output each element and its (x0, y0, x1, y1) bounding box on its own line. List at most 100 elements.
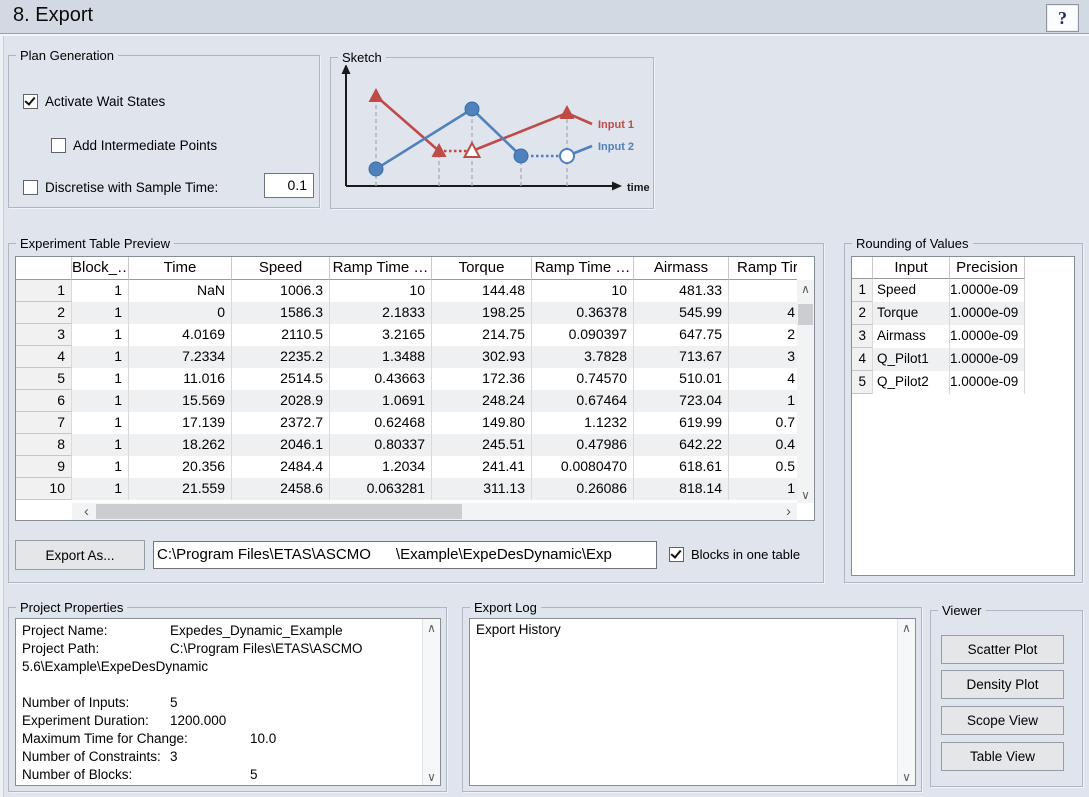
table-cell[interactable]: 723.04 (634, 390, 729, 412)
table-cell[interactable]: 1 (72, 368, 129, 390)
table-cell[interactable]: 0.43663 (330, 368, 432, 390)
row-number[interactable]: 4 (16, 346, 72, 368)
table-cell[interactable]: 0.090397 (532, 324, 634, 346)
table-cell[interactable]: 618.61 (634, 456, 729, 478)
table-cell[interactable]: 818.14 (634, 478, 729, 500)
row-number[interactable]: 1 (852, 279, 873, 302)
table-cell[interactable]: 1.1232 (532, 412, 634, 434)
table-cell[interactable]: 0.80337 (330, 434, 432, 456)
column-header[interactable]: Time (129, 257, 232, 280)
table-cell[interactable]: 198.25 (432, 302, 532, 324)
table-cell[interactable]: 0.0080470 (532, 456, 634, 478)
checkbox-box[interactable] (23, 180, 38, 195)
table-cell[interactable]: 172.36 (432, 368, 532, 390)
scatter-plot-button[interactable]: Scatter Plot (941, 635, 1064, 664)
column-header[interactable] (852, 257, 873, 279)
row-number[interactable]: 4 (852, 348, 873, 371)
table-cell[interactable]: 18.262 (129, 434, 232, 456)
table-cell[interactable]: 1 (72, 434, 129, 456)
table-cell[interactable]: 2372.7 (232, 412, 330, 434)
table-cell[interactable]: 0.47986 (532, 434, 634, 456)
table-cell[interactable]: 1 (72, 302, 129, 324)
row-number[interactable]: 8 (16, 434, 72, 456)
table-cell[interactable]: NaN (129, 280, 232, 302)
table-view-button[interactable]: Table View (941, 742, 1064, 771)
column-header[interactable]: Precision (950, 257, 1025, 279)
table-cell[interactable]: 1 (72, 324, 129, 346)
sample-time-input[interactable]: 0.1 (264, 173, 314, 198)
checkbox-box[interactable] (669, 547, 684, 562)
table-cell[interactable]: 0.7 (729, 412, 797, 434)
project-properties-textarea[interactable]: Project Name:Expedes_Dynamic_ExampleProj… (15, 618, 441, 786)
table-cell[interactable]: Q_Pilot1 (873, 348, 950, 371)
row-number[interactable]: 2 (852, 302, 873, 325)
vertical-scrollbar[interactable]: ∧ ∨ (797, 280, 814, 503)
density-plot-button[interactable]: Density Plot (941, 670, 1064, 699)
table-cell[interactable] (729, 280, 797, 302)
table-cell[interactable]: 1.0000e-09 (950, 279, 1025, 302)
scroll-up-icon[interactable]: ∧ (797, 280, 814, 297)
table-cell[interactable]: 1.0000e-09 (950, 371, 1025, 394)
row-number[interactable]: 9 (16, 456, 72, 478)
table-cell[interactable]: 4 (729, 368, 797, 390)
table-cell[interactable]: 10 (532, 280, 634, 302)
table-cell[interactable]: 1.2034 (330, 456, 432, 478)
table-cell[interactable]: 619.99 (634, 412, 729, 434)
table-cell[interactable]: 2 (729, 324, 797, 346)
table-cell[interactable]: 1.0000e-09 (950, 325, 1025, 348)
table-cell[interactable]: Torque (873, 302, 950, 325)
table-cell[interactable]: 1 (72, 412, 129, 434)
column-header[interactable]: Input (873, 257, 950, 279)
row-number[interactable]: 3 (16, 324, 72, 346)
row-number[interactable]: 5 (852, 371, 873, 394)
table-cell[interactable]: 11.016 (129, 368, 232, 390)
table-cell[interactable]: 0.5 (729, 456, 797, 478)
row-number[interactable]: 10 (16, 478, 72, 500)
table-cell[interactable]: 642.22 (634, 434, 729, 456)
checkbox-box[interactable] (23, 94, 38, 109)
table-cell[interactable]: 214.75 (432, 324, 532, 346)
add-intermediate-points-checkbox[interactable]: Add Intermediate Points (51, 138, 217, 153)
table-cell[interactable]: 1 (72, 478, 129, 500)
table-cell[interactable]: 0.26086 (532, 478, 634, 500)
table-cell[interactable]: 149.80 (432, 412, 532, 434)
table-cell[interactable]: 144.48 (432, 280, 532, 302)
table-cell[interactable]: 1 (72, 280, 129, 302)
scroll-right-icon[interactable]: › (780, 503, 797, 520)
table-cell[interactable]: 0.62468 (330, 412, 432, 434)
table-cell[interactable]: 1.3488 (330, 346, 432, 368)
table-cell[interactable]: 17.139 (129, 412, 232, 434)
table-cell[interactable]: 1 (729, 390, 797, 412)
table-cell[interactable]: Speed (873, 279, 950, 302)
activate-wait-states-checkbox[interactable]: Activate Wait States (23, 94, 165, 109)
scrollbar-thumb[interactable] (798, 304, 813, 325)
table-cell[interactable]: 1 (729, 478, 797, 500)
table-cell[interactable]: Q_Pilot2 (873, 371, 950, 394)
table-cell[interactable]: 545.99 (634, 302, 729, 324)
table-cell[interactable]: 1 (72, 346, 129, 368)
scroll-left-icon[interactable]: ‹ (78, 503, 95, 520)
row-number[interactable]: 5 (16, 368, 72, 390)
table-cell[interactable]: 3.7828 (532, 346, 634, 368)
vertical-scrollbar[interactable]: ∧ ∨ (422, 619, 440, 785)
table-cell[interactable]: 2514.5 (232, 368, 330, 390)
scroll-down-icon[interactable]: ∨ (898, 768, 915, 785)
table-cell[interactable]: 311.13 (432, 478, 532, 500)
table-cell[interactable]: 245.51 (432, 434, 532, 456)
table-cell[interactable]: 7.2334 (129, 346, 232, 368)
discretise-checkbox[interactable]: Discretise with Sample Time: (23, 180, 218, 195)
table-cell[interactable]: 1586.3 (232, 302, 330, 324)
scrollbar-thumb[interactable] (96, 504, 462, 519)
table-cell[interactable]: 510.01 (634, 368, 729, 390)
table-cell[interactable]: 1.0691 (330, 390, 432, 412)
export-log-textarea[interactable]: Export History ∧ ∨ (469, 618, 916, 786)
column-header[interactable]: Airmass (634, 257, 729, 280)
scope-view-button[interactable]: Scope View (941, 706, 1064, 735)
table-cell[interactable]: 2046.1 (232, 434, 330, 456)
table-cell[interactable]: 4.0169 (129, 324, 232, 346)
row-number[interactable]: 3 (852, 325, 873, 348)
table-cell[interactable]: 248.24 (432, 390, 532, 412)
scroll-down-icon[interactable]: ∨ (423, 768, 440, 785)
row-number[interactable]: 1 (16, 280, 72, 302)
table-cell[interactable]: 0.4 (729, 434, 797, 456)
